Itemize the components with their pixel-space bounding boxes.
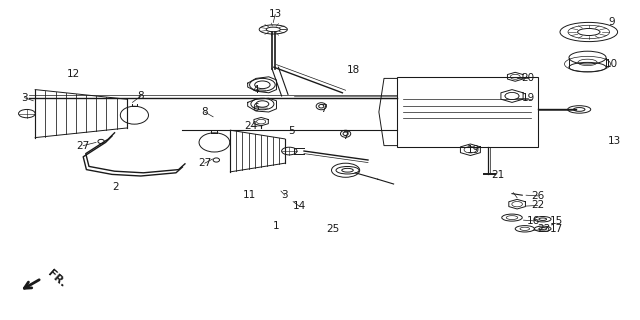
Text: 22: 22 bbox=[531, 200, 544, 211]
Text: 19: 19 bbox=[522, 93, 534, 103]
Text: 21: 21 bbox=[492, 170, 504, 180]
Text: FR.: FR. bbox=[46, 268, 68, 290]
Text: 2: 2 bbox=[112, 182, 118, 192]
Text: 8: 8 bbox=[138, 91, 144, 101]
Text: 20: 20 bbox=[522, 73, 534, 84]
Text: 23: 23 bbox=[538, 224, 550, 235]
Text: 15: 15 bbox=[550, 216, 563, 226]
Text: 7: 7 bbox=[342, 131, 349, 141]
Text: 26: 26 bbox=[531, 191, 544, 201]
Text: 19: 19 bbox=[467, 145, 480, 156]
Text: 25: 25 bbox=[326, 224, 339, 234]
Text: 16: 16 bbox=[527, 216, 540, 226]
Text: 27: 27 bbox=[77, 140, 90, 151]
Text: 27: 27 bbox=[198, 158, 211, 168]
Text: 14: 14 bbox=[293, 201, 306, 212]
Text: 18: 18 bbox=[348, 65, 360, 76]
Text: 5: 5 bbox=[288, 126, 294, 136]
Text: 3: 3 bbox=[282, 190, 288, 200]
Text: 1: 1 bbox=[273, 220, 280, 231]
Text: 4: 4 bbox=[253, 84, 259, 95]
Text: 24: 24 bbox=[244, 121, 257, 132]
Text: 6: 6 bbox=[253, 103, 259, 113]
Text: 12: 12 bbox=[67, 68, 80, 79]
Text: 7: 7 bbox=[320, 104, 326, 114]
Text: 13: 13 bbox=[269, 9, 282, 20]
Text: 8: 8 bbox=[202, 107, 208, 117]
Text: 9: 9 bbox=[608, 17, 614, 28]
Text: 13: 13 bbox=[608, 136, 621, 146]
Text: 17: 17 bbox=[550, 224, 563, 235]
Text: 10: 10 bbox=[605, 59, 618, 69]
Text: 11: 11 bbox=[243, 190, 256, 200]
Bar bbox=[397, 77, 538, 147]
Text: 3: 3 bbox=[21, 92, 28, 103]
